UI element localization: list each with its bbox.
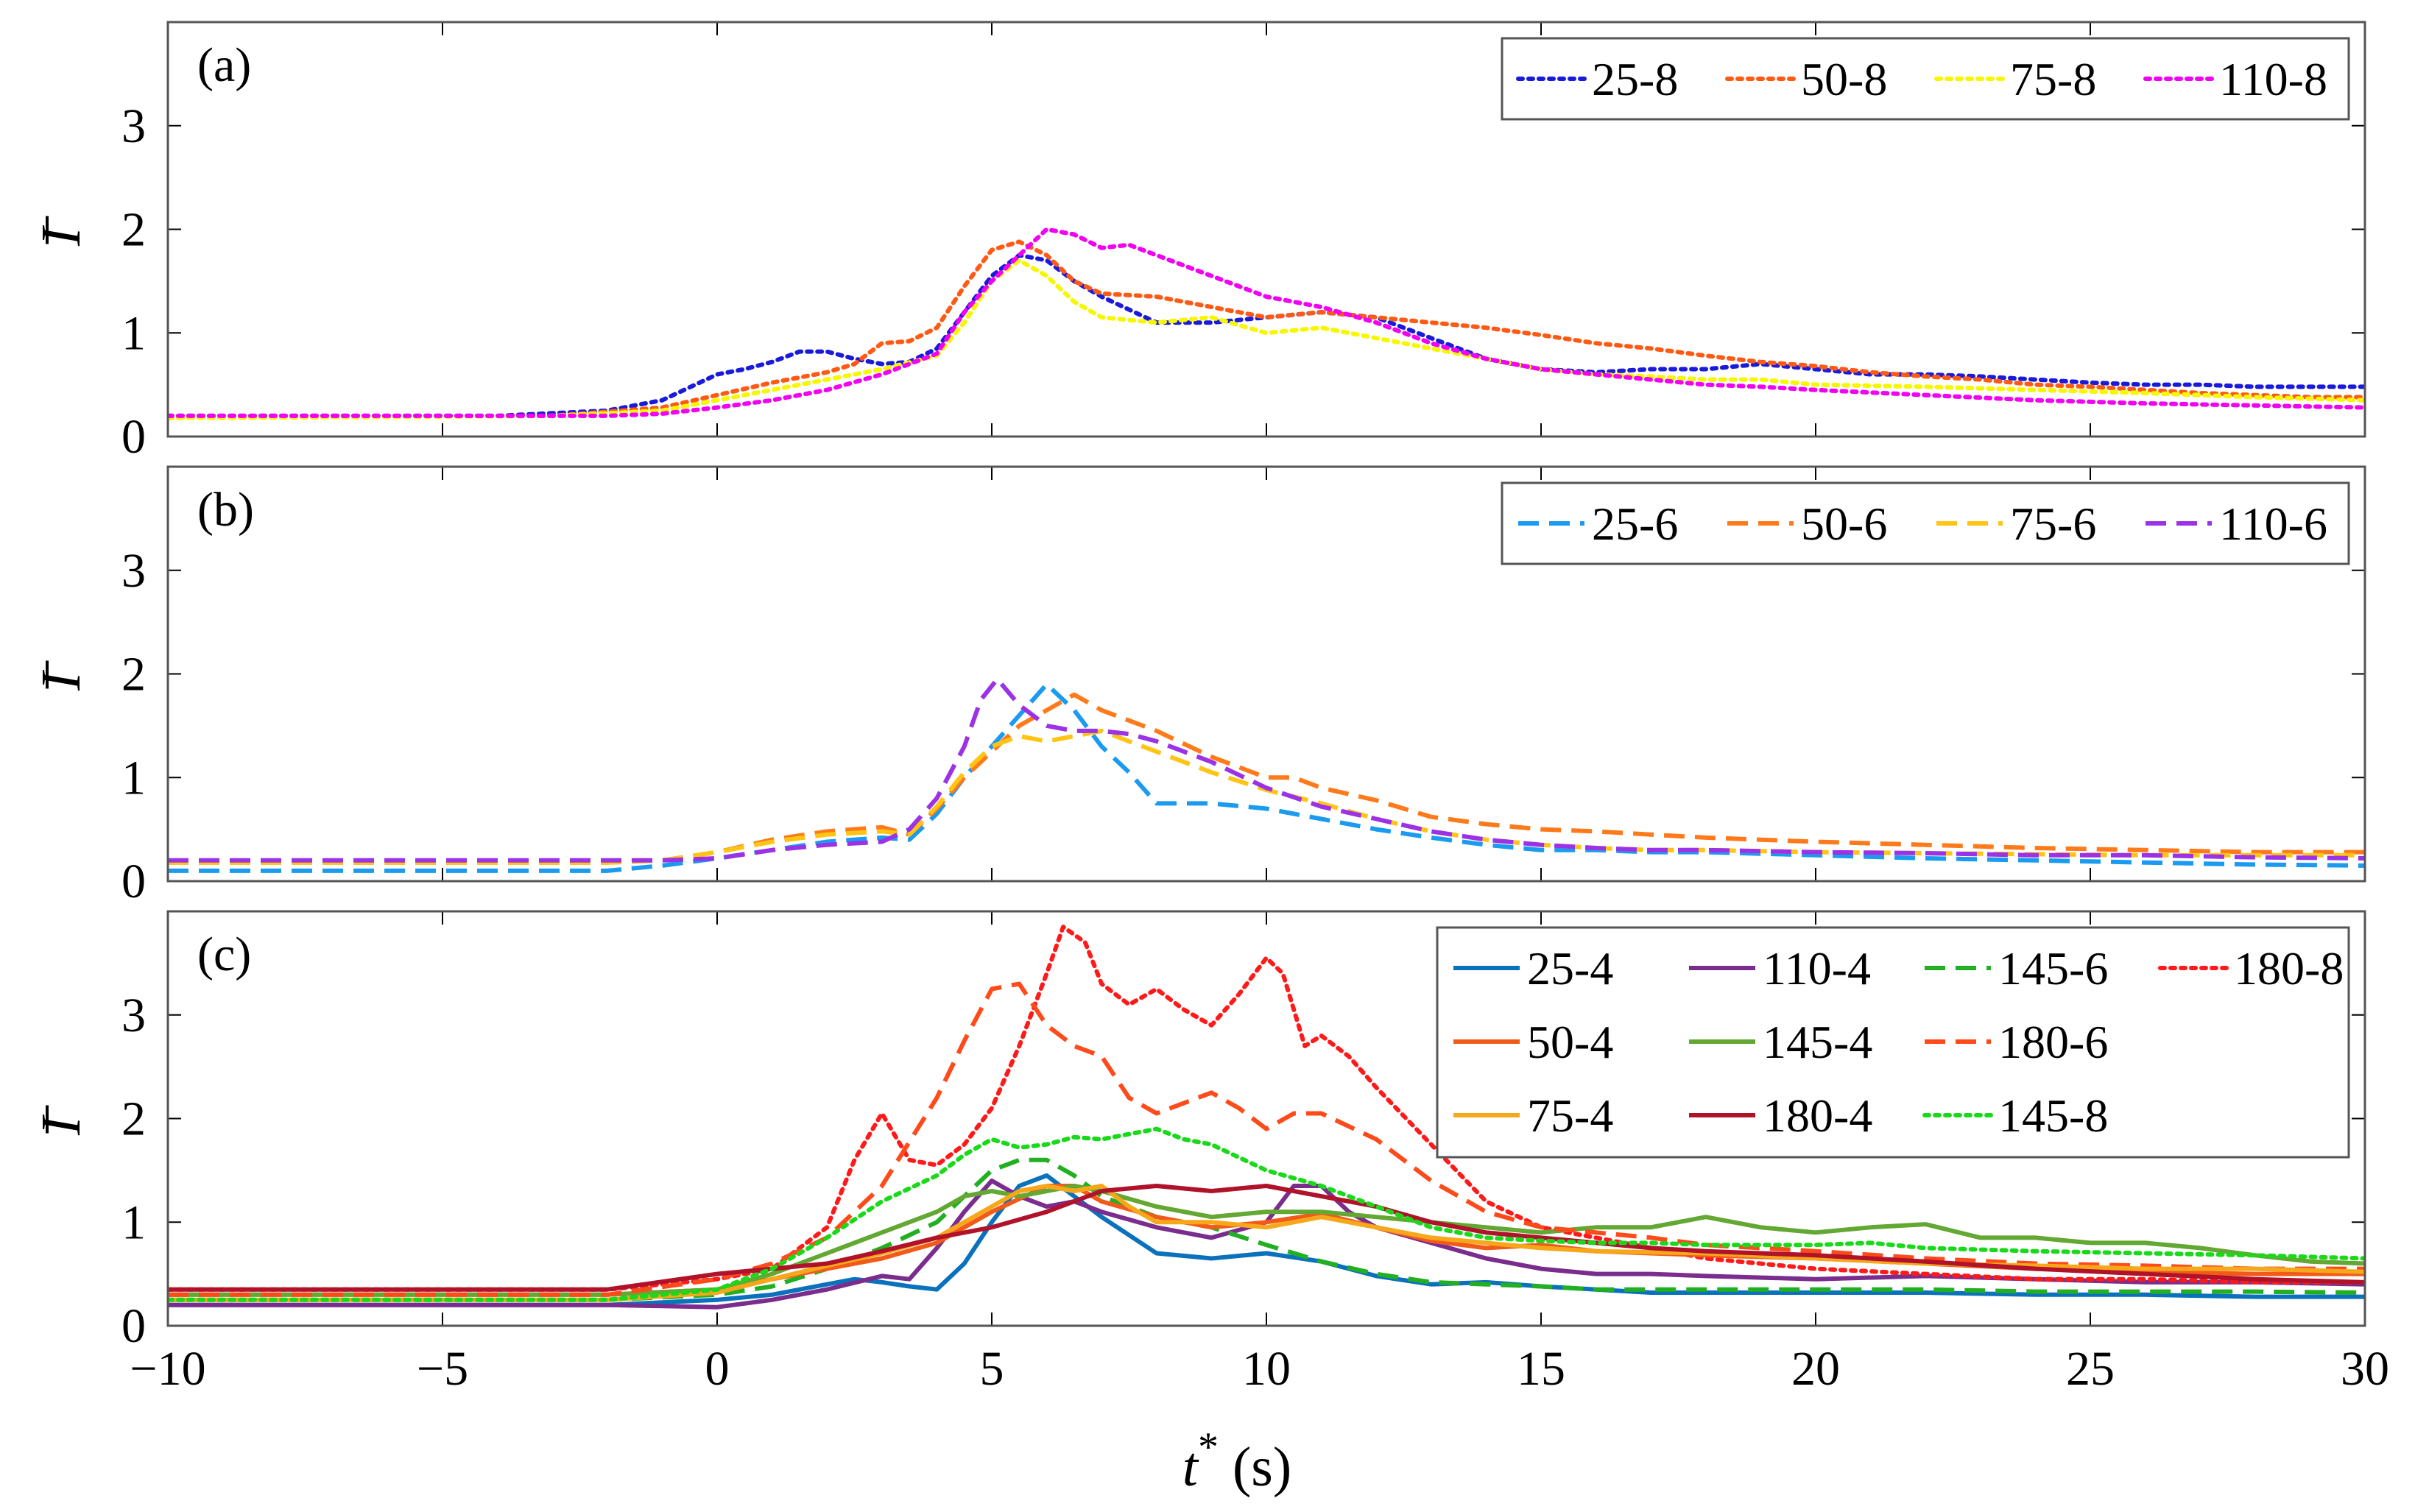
legend-label-145-6: 145-6 (1998, 942, 2108, 995)
series-line-145-8 (168, 1126, 2365, 1302)
x-axis: −10 −5 0 5 10 15 20 25 30 (130, 1342, 2389, 1396)
x-tick-label: 5 (980, 1342, 1004, 1396)
x-axis-title-unit: (s) (1219, 1436, 1291, 1498)
y-tick-label: 3 (121, 99, 146, 153)
panels-layer: 0 1 2 3 I (a) 25-8 50-8 75-8 110-8 0 1 2 3 I (b) 25-6 50-… (30, 21, 2366, 1353)
y-axis-title: I (30, 1114, 92, 1136)
series-line-180-4 (168, 1184, 2365, 1292)
series-group (168, 925, 2365, 1310)
y-tick-label: 1 (121, 751, 146, 805)
legend-box (1501, 481, 2350, 565)
plot-frame (166, 465, 2366, 883)
series-line-25-6 (168, 682, 2365, 873)
x-tick-label: 25 (2066, 1342, 2115, 1396)
series-line-110-8 (168, 227, 2365, 418)
legend-label-145-8: 145-8 (1998, 1089, 2108, 1142)
series-line-25-4 (168, 1173, 2365, 1307)
x-axis-title-superscript: * (1198, 1424, 1219, 1470)
plot-frame (166, 21, 2366, 438)
x-tick-label: −5 (417, 1342, 468, 1396)
panel-label: (c) (197, 928, 251, 981)
x-axis-title-main: t (1182, 1436, 1199, 1498)
series-line-50-6 (168, 692, 2365, 865)
y-tick-label: 1 (121, 306, 146, 360)
series-line-75-6 (168, 728, 2365, 865)
series-group (168, 227, 2365, 420)
plot-frame (166, 910, 2366, 1327)
legend-label-50-8: 50-8 (1801, 53, 1887, 105)
panel-label: (b) (197, 483, 254, 537)
panel-2: 0 1 2 3 I (b) 25-6 50-6 75-6 110-6 (30, 465, 2366, 908)
y-tick-label: 2 (121, 648, 146, 702)
legend-label-75-8: 75-8 (2010, 53, 2096, 105)
x-tick-label: 30 (2341, 1342, 2389, 1396)
legend-label-110-4: 110-4 (1763, 942, 1871, 995)
legend-label-180-6: 180-6 (1998, 1016, 2108, 1068)
legend-box (1436, 926, 2350, 1159)
series-line-110-6 (168, 676, 2365, 863)
y-axis-title: I (30, 225, 92, 247)
x-tick-label: 15 (1517, 1342, 1565, 1396)
legend: 25-4 110-4 145-6 180-8 50-4 145-4 180-6 75-4 180… (1436, 926, 2350, 1159)
legend: 25-8 50-8 75-8 110-8 (1501, 37, 2350, 121)
y-tick-label: 3 (121, 544, 146, 598)
y-tick-label: 0 (121, 1299, 146, 1353)
panel-label: (a) (197, 38, 251, 92)
y-tick-label: 2 (121, 1092, 146, 1146)
panel-1: 0 1 2 3 I (a) 25-8 50-8 75-8 110-8 (30, 21, 2366, 464)
legend-label-75-6: 75-6 (2010, 498, 2096, 550)
x-tick-label: −10 (130, 1342, 205, 1396)
legend-label-25-4: 25-4 (1527, 942, 1613, 995)
legend-label-110-8: 110-8 (2219, 53, 2327, 105)
x-tick-label: 20 (1791, 1342, 1840, 1396)
series-line-145-4 (168, 1184, 2365, 1297)
y-tick-label: 2 (121, 203, 146, 257)
y-tick-label: 0 (121, 855, 146, 908)
series-line-25-8 (168, 252, 2365, 418)
legend-label-50-4: 50-4 (1527, 1016, 1613, 1068)
x-tick-label: 10 (1242, 1342, 1291, 1396)
series-line-50-8 (168, 239, 2365, 420)
y-tick-label: 3 (121, 989, 146, 1042)
x-tick-label: 0 (705, 1342, 730, 1396)
legend-label-180-8: 180-8 (2234, 942, 2344, 995)
legend-label-50-6: 50-6 (1801, 498, 1887, 550)
legend: 25-6 50-6 75-6 110-6 (1501, 481, 2350, 565)
legend-label-75-4: 75-4 (1527, 1089, 1613, 1142)
y-tick-label: 0 (121, 410, 146, 464)
x-axis-title: t* (s) (1182, 1424, 1291, 1498)
legend-label-25-8: 25-8 (1592, 53, 1678, 105)
legend-label-25-6: 25-6 (1592, 498, 1678, 550)
legend-label-145-4: 145-4 (1763, 1016, 1872, 1068)
y-tick-label: 1 (121, 1195, 146, 1249)
legend-label-180-4: 180-4 (1763, 1089, 1872, 1142)
legend-label-110-6: 110-6 (2219, 498, 2327, 550)
series-line-75-8 (168, 258, 2365, 420)
y-axis-title: I (30, 669, 92, 691)
series-group (168, 676, 2365, 873)
panel-3: 0 1 2 3 I (c) 25-4 110-4 145-6 180-8 50-4 145-4 180-… (30, 910, 2366, 1353)
